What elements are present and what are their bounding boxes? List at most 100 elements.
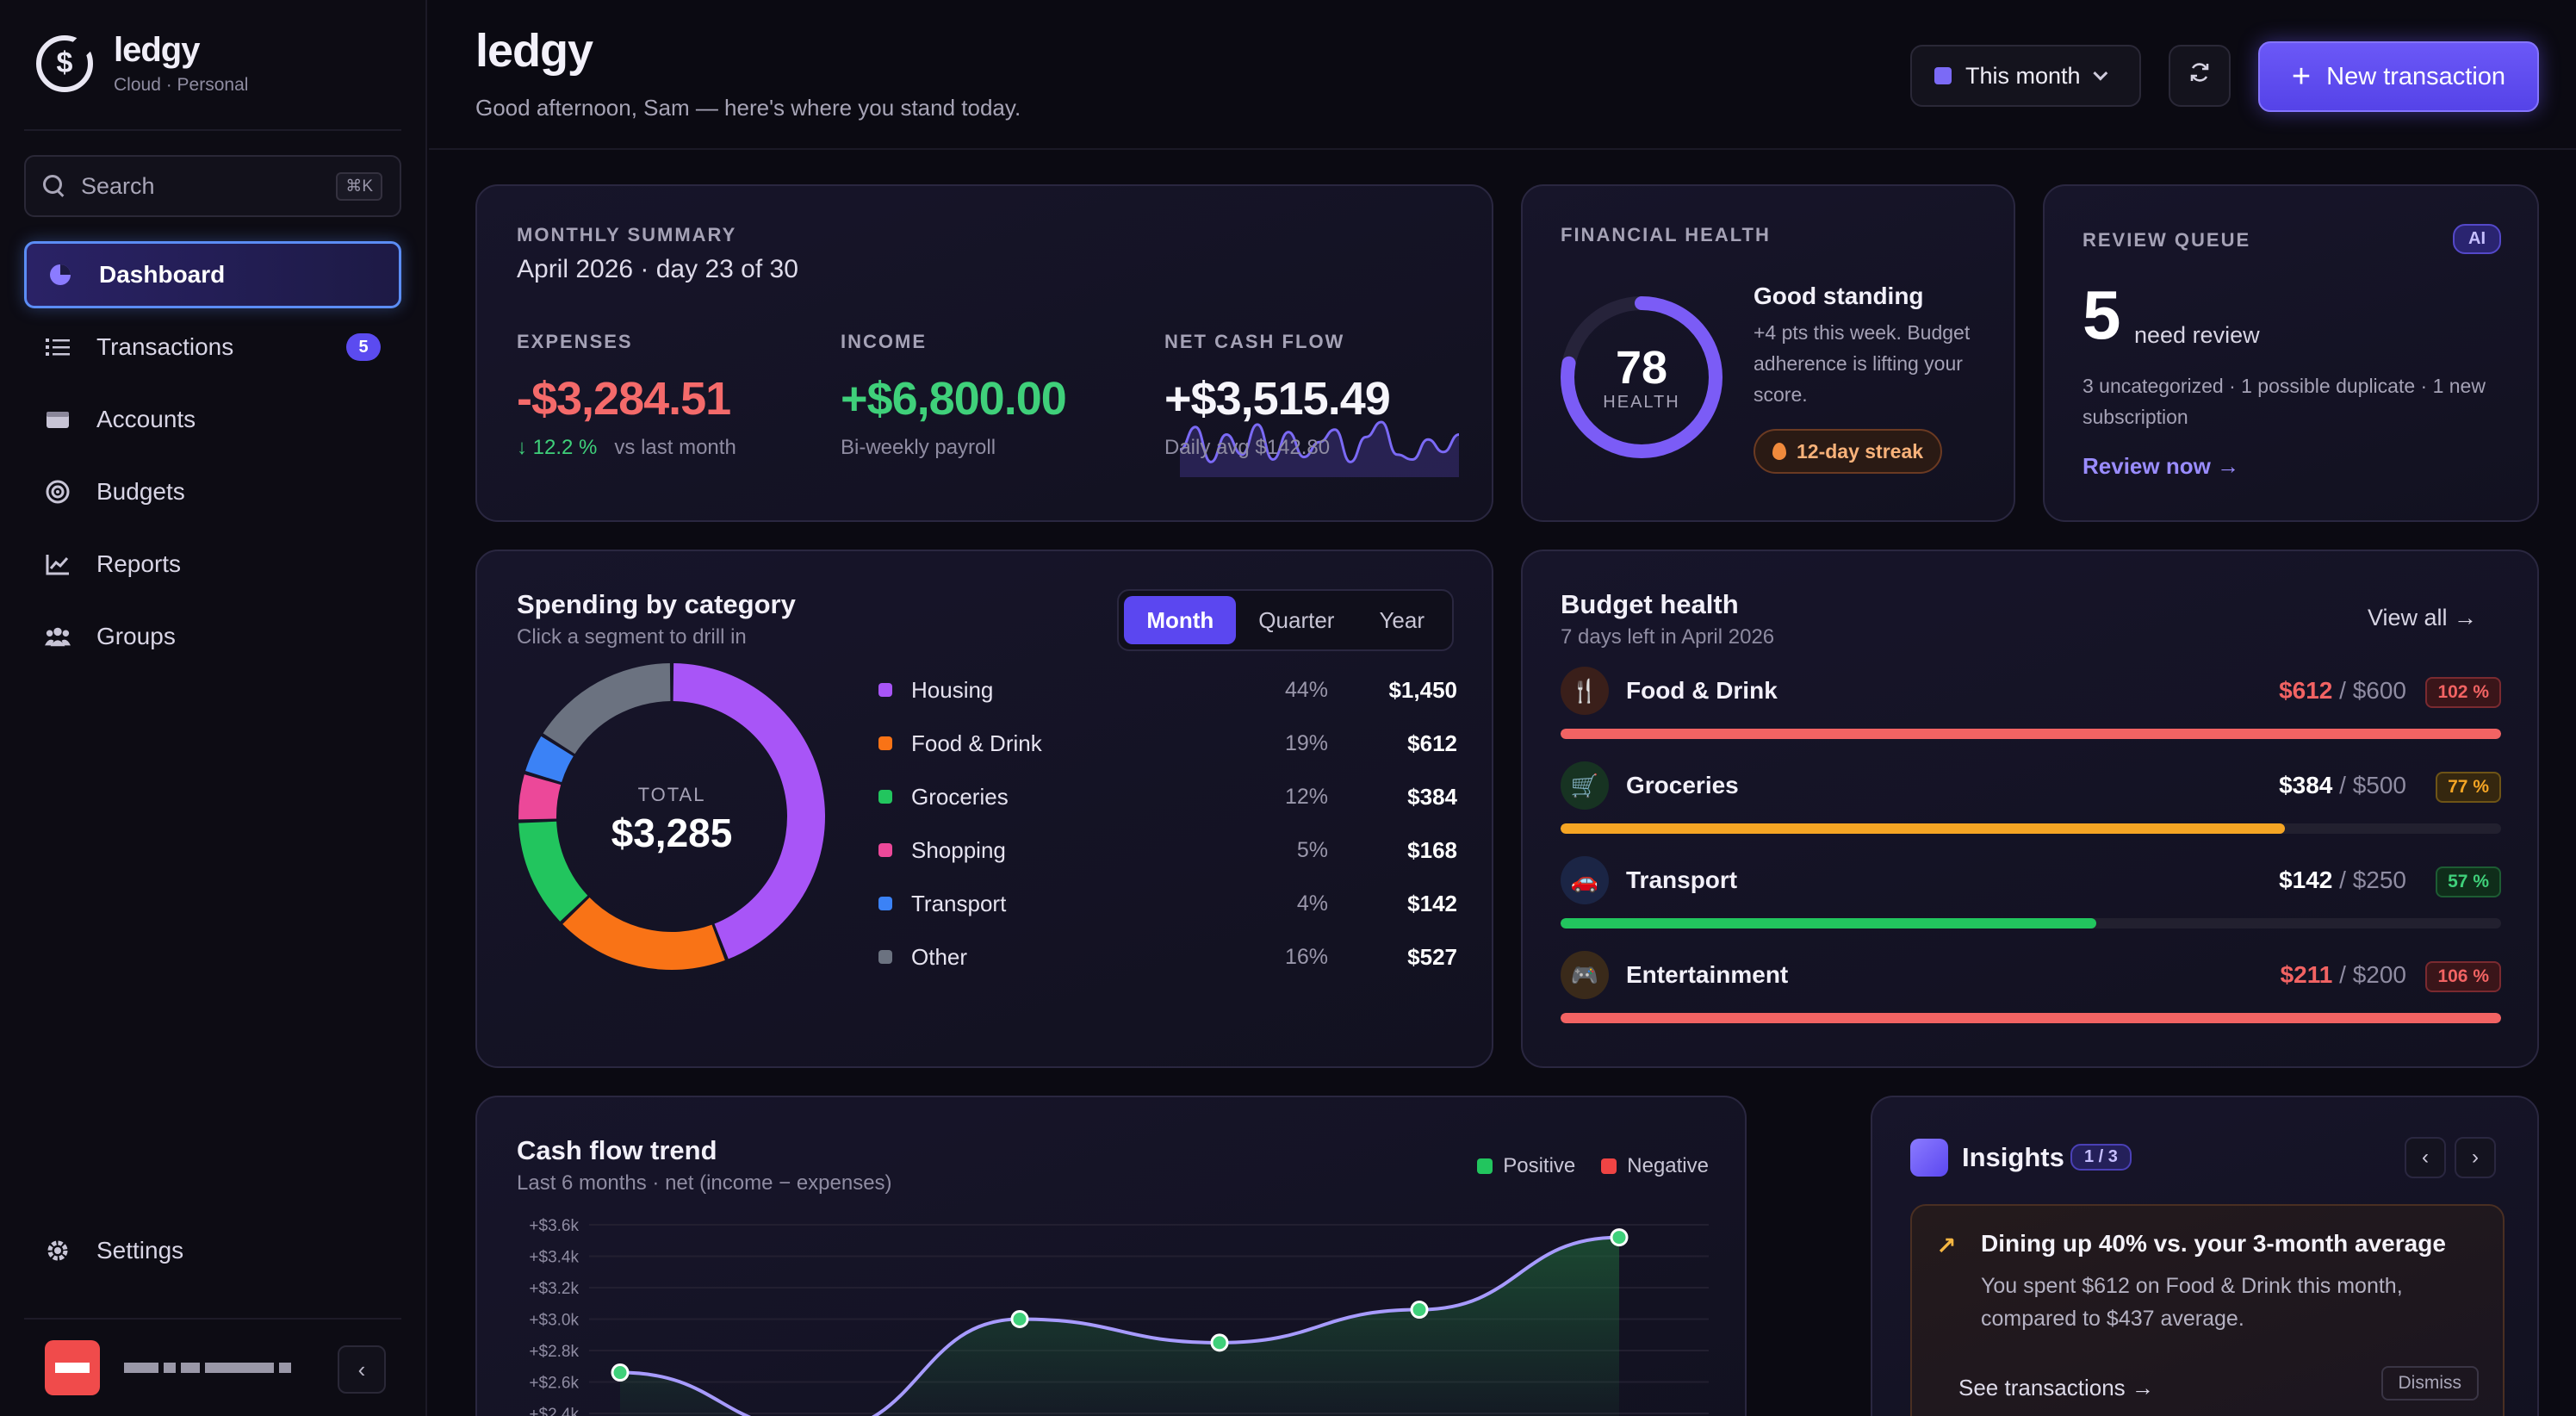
nav-item-transactions[interactable]: Transactions 5	[24, 314, 401, 381]
budget-name: Transport	[1626, 866, 1738, 893]
category-pct: 12%	[1284, 784, 1328, 809]
dismiss-button[interactable]: Dismiss	[2380, 1366, 2479, 1400]
card-title: Budget health	[1561, 589, 1739, 619]
card-eyebrow: MONTHLY SUMMARY	[517, 224, 737, 245]
cart-icon: 🛒	[1561, 761, 1609, 810]
metric-note: Bi-weekly payroll	[841, 436, 996, 459]
insights-card: Insights 1 / 3 ‹ › ↗ Dining up 40% vs. y…	[1871, 1096, 2539, 1416]
tab-quarter[interactable]: Quarter	[1258, 606, 1335, 633]
new-transaction-button[interactable]: + New transaction	[2258, 41, 2539, 112]
legend-swatch	[878, 790, 892, 804]
period-label: This month	[1965, 62, 2081, 89]
health-status: Good standing	[1754, 283, 1924, 309]
change-indicator: ↓ 12.2 %	[517, 436, 598, 459]
brand[interactable]: $ ledgy Cloud · Personal	[36, 31, 248, 96]
category-row-groceries[interactable]: Groceries 12% $384	[878, 770, 1457, 823]
data-point[interactable]	[1010, 1310, 1029, 1328]
card-subtitle: 7 days left in April 2026	[1561, 625, 1775, 649]
budget-row-groceries[interactable]: 🛒 Groceries $384 / $500 77 %	[1561, 761, 2501, 856]
settings-link[interactable]: Settings	[45, 1237, 183, 1264]
donut-slice-other[interactable]	[543, 663, 671, 755]
nav-item-dashboard[interactable]: Dashboard	[24, 241, 401, 308]
tab-year[interactable]: Year	[1379, 606, 1425, 633]
data-point[interactable]	[1210, 1333, 1229, 1352]
streak-label: 12-day streak	[1797, 439, 1924, 463]
change-suffix: vs last month	[614, 436, 736, 459]
budget-progress-fill	[1561, 918, 2097, 928]
income-value: +$6,800.00	[841, 373, 1067, 425]
donut-slice-groceries[interactable]	[518, 821, 588, 922]
category-name: Transport	[911, 890, 1007, 916]
donut-slice-food-drink[interactable]	[562, 897, 725, 970]
budget-row-food-drink[interactable]: 🍴 Food & Drink $612 / $600 102 %	[1561, 667, 2501, 761]
main-nav: Dashboard Transactions 5 Accounts Budget…	[24, 241, 401, 675]
search-input[interactable]: Search ⌘K	[24, 155, 401, 217]
nav-item-reports[interactable]: Reports	[24, 531, 401, 598]
ring-progress	[1561, 296, 1723, 458]
refresh-icon	[2188, 61, 2211, 90]
y-tick-label: +$3.4k	[529, 1249, 579, 1267]
y-tick-label: +$2.4k	[529, 1406, 579, 1416]
divider	[24, 129, 401, 131]
legend-swatch	[1601, 1158, 1617, 1174]
budget-list: 🍴 Food & Drink $612 / $600 102 % 🛒 Groceries $…	[1561, 667, 2501, 1046]
budget-limit: / $500	[2332, 772, 2406, 798]
y-tick-label: +$3.2k	[529, 1280, 579, 1298]
donut-slice-housing[interactable]	[673, 663, 825, 960]
category-row-transport[interactable]: Transport 4% $142	[878, 877, 1457, 930]
sidebar: $ ledgy Cloud · Personal Search ⌘K Dashb…	[0, 0, 427, 1416]
category-pct: 44%	[1284, 677, 1328, 702]
user-profile[interactable]	[45, 1340, 291, 1395]
chevron-down-icon	[2092, 65, 2107, 81]
collapse-sidebar-button[interactable]: ‹	[338, 1345, 386, 1394]
review-queue-card: REVIEW QUEUE AI 5 need review 3 uncatego…	[2043, 184, 2539, 522]
cash-flow-chart[interactable]: +$3.6k +$3.4k +$3.2k +$3.0k +$2.8k +$2.6k +$2.…	[512, 1214, 1717, 1416]
category-name: Shopping	[911, 836, 1006, 863]
budget-limit: / $200	[2332, 961, 2406, 988]
wallet-icon	[45, 407, 71, 432]
period-select[interactable]: This month	[1910, 45, 2141, 107]
category-donut-chart[interactable]	[517, 661, 827, 972]
review-now-link[interactable]: Review now →	[2083, 453, 2240, 479]
data-point[interactable]	[1410, 1301, 1429, 1320]
budget-progress-fill	[1561, 1013, 2501, 1023]
category-list: Housing 44% $1,450 Food & Drink 19% $612…	[878, 663, 1457, 984]
nav-item-budgets[interactable]: Budgets	[24, 458, 401, 525]
budget-name: Groceries	[1626, 772, 1739, 798]
summary-period: April 2026 · day 23 of 30	[517, 255, 798, 283]
donut-slice-transport[interactable]	[525, 736, 574, 783]
tab-month[interactable]: Month	[1124, 596, 1237, 644]
category-row-other[interactable]: Other 16% $527	[878, 930, 1457, 984]
gamepad-icon: 🎮	[1561, 951, 1609, 999]
ai-badge: AI	[2453, 224, 2501, 254]
see-transactions-link[interactable]: See transactions →	[1958, 1375, 2154, 1400]
budget-progress-fill	[1561, 729, 2501, 739]
data-point[interactable]	[611, 1363, 630, 1382]
view-all-link[interactable]: View all →	[2367, 605, 2477, 630]
nav-item-groups[interactable]: Groups	[24, 603, 401, 670]
expenses-value: -$3,284.51	[517, 373, 731, 425]
budget-amount: $612 / $600	[2279, 677, 2406, 705]
nav-label: Dashboard	[99, 261, 226, 288]
donut-slice-shopping[interactable]	[518, 774, 562, 820]
health-score-ring	[1561, 296, 1723, 458]
budget-row-transport[interactable]: 🚗 Transport $142 / $250 57 %	[1561, 856, 2501, 951]
nav-item-accounts[interactable]: Accounts	[24, 386, 401, 453]
insight-title: Dining up 40% vs. your 3-month average	[1981, 1230, 2446, 1257]
line-chart-icon	[45, 551, 71, 577]
next-insight-button[interactable]: ›	[2455, 1137, 2496, 1178]
category-row-housing[interactable]: Housing 44% $1,450	[878, 663, 1457, 717]
users-icon	[45, 624, 71, 649]
legend-negative: Negative	[1601, 1154, 1709, 1178]
financial-health-card[interactable]: FINANCIAL HEALTH 78 HEALTH Good standing…	[1521, 184, 2015, 522]
prev-insight-button[interactable]: ‹	[2405, 1137, 2446, 1178]
data-point[interactable]	[1610, 1228, 1629, 1247]
category-row-food-drink[interactable]: Food & Drink 19% $612	[878, 717, 1457, 770]
refresh-button[interactable]	[2169, 45, 2231, 107]
budget-row-entertainment[interactable]: 🎮 Entertainment $211 / $200 106 %	[1561, 951, 2501, 1046]
metric-label: EXPENSES	[517, 331, 633, 352]
workspace-label: Cloud · Personal	[114, 75, 249, 95]
nav-label: Transactions	[96, 333, 234, 360]
legend-positive: Positive	[1477, 1154, 1575, 1178]
category-row-shopping[interactable]: Shopping 5% $168	[878, 823, 1457, 877]
